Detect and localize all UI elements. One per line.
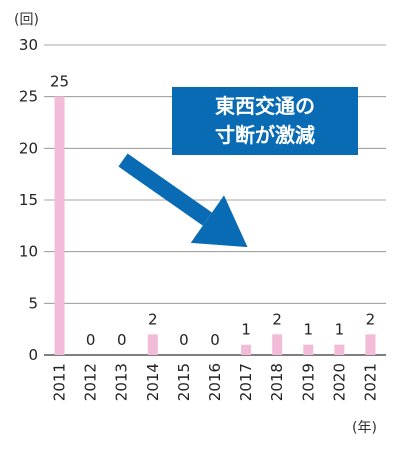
- x-tick-label: 2013: [113, 363, 131, 401]
- bar-value-label: 2: [148, 310, 158, 328]
- x-tick-label: 2020: [330, 363, 348, 401]
- arrow-head: [190, 195, 248, 248]
- bar-value-label: 2: [366, 310, 376, 328]
- x-tick-label: 2011: [51, 363, 69, 401]
- y-tick-label: 0: [28, 346, 38, 364]
- bar-value-label: 1: [335, 321, 345, 339]
- bar: [334, 344, 345, 355]
- y-tick-label: 25: [19, 88, 38, 106]
- bar-value-label: 1: [303, 321, 313, 339]
- x-tick-label: 2014: [144, 363, 162, 401]
- y-tick-label: 10: [19, 243, 38, 261]
- y-tick-label: 30: [19, 36, 38, 54]
- bar-value-label: 0: [179, 331, 189, 349]
- x-tick-label: 2017: [237, 363, 255, 401]
- bar-value-label: 0: [86, 331, 96, 349]
- bar: [241, 344, 252, 355]
- y-axis-ticks: 0 5 10 15 20 25 30: [19, 36, 38, 364]
- data-labels: 25 0 0 2 0 0 1 2 1 1 2: [50, 73, 375, 349]
- bar: [147, 334, 158, 355]
- bar-value-label: 1: [241, 321, 251, 339]
- y-axis-unit: (回): [14, 12, 39, 28]
- y-tick-label: 20: [19, 139, 38, 157]
- x-axis-unit: (年): [352, 420, 377, 436]
- x-tick-label: 2019: [299, 363, 317, 401]
- x-tick-label: 2012: [82, 363, 100, 401]
- x-tick-label: 2015: [175, 363, 193, 401]
- bar-value-label: 0: [117, 331, 127, 349]
- callout-line-2: 寸断が激減: [215, 123, 315, 147]
- x-tick-label: 2016: [206, 363, 224, 401]
- callout-box: [172, 87, 358, 155]
- bar-value-label: 0: [210, 331, 220, 349]
- x-tick-label: 2021: [361, 363, 379, 401]
- x-axis-ticks: 2011 2012 2013 2014 2015 2016 2017 2018 2019 2020…: [51, 363, 380, 401]
- bar: [365, 334, 376, 355]
- bar-value-label: 25: [50, 73, 69, 91]
- arrow-shaft: [118, 153, 212, 226]
- annotation-callout: 東西交通の 寸断が激減: [172, 87, 358, 155]
- callout-line-1: 東西交通の: [215, 94, 315, 118]
- y-tick-label: 5: [28, 294, 38, 312]
- x-tick-label: 2018: [268, 363, 286, 401]
- bar: [54, 96, 65, 356]
- bar: [272, 334, 283, 355]
- downward-arrow: [118, 153, 248, 248]
- bars: [54, 96, 376, 356]
- y-tick-label: 15: [19, 191, 38, 209]
- bar: [303, 344, 314, 355]
- bar-value-label: 2: [272, 310, 282, 328]
